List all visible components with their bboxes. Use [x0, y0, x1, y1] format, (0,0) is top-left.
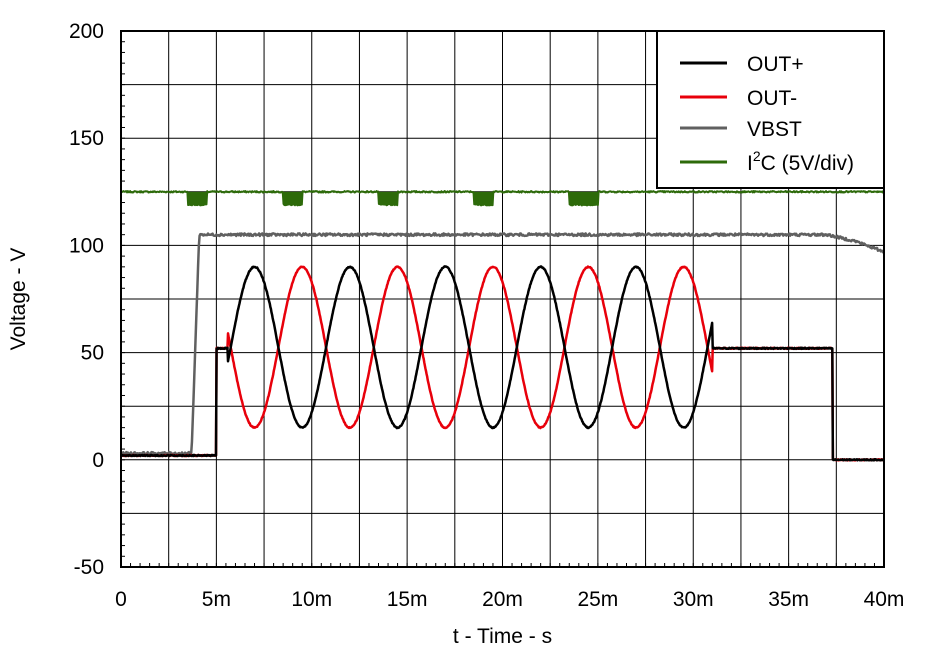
legend-label: VBST [747, 118, 802, 141]
y-tick-label: -50 [74, 556, 104, 579]
plot-traces [119, 190, 885, 462]
i2c-pulse [569, 191, 598, 205]
series-i2c-line [120, 190, 885, 207]
x-tick-label: 0 [115, 588, 127, 611]
legend-label: OUT- [747, 87, 797, 110]
series-vbst-line [119, 232, 885, 456]
x-tick-label: 30m [673, 588, 714, 611]
y-axis-label: Voltage - V [7, 248, 30, 351]
y-tick-label: 100 [69, 234, 104, 257]
i2c-pulse [187, 191, 207, 205]
x-tick-label: 20m [482, 588, 523, 611]
legend-label: OUT+ [747, 53, 804, 76]
y-tick-label: 200 [69, 20, 104, 43]
plot-frame [120, 30, 885, 568]
x-tick-label: 25m [577, 588, 618, 611]
x-tick-label: 15m [387, 588, 428, 611]
y-tick-label: 150 [69, 127, 104, 150]
y-tick-labels: -50 0 50 100 150 200 [69, 20, 104, 579]
x-axis-label: t - Time - s [453, 625, 552, 648]
legend: OUT+ OUT- VBST I2C (5V/div) [656, 30, 885, 189]
x-tick-label: 5m [202, 588, 231, 611]
x-tick-labels: 0 5m 10m 15m 20m 25m 30m 35m 40m [115, 588, 904, 611]
legend-label: I2C (5V/div) [747, 148, 854, 175]
x-tick-label: 10m [291, 588, 332, 611]
x-tick-label: 35m [768, 588, 809, 611]
series-out-plus-line [120, 265, 885, 462]
i2c-pulse [283, 191, 303, 205]
i2c-pulse [378, 191, 398, 205]
i2c-pulse [473, 191, 493, 205]
y-tick-label: 0 [92, 449, 104, 472]
x-tick-label: 40m [864, 588, 905, 611]
y-tick-label: 50 [81, 342, 104, 365]
